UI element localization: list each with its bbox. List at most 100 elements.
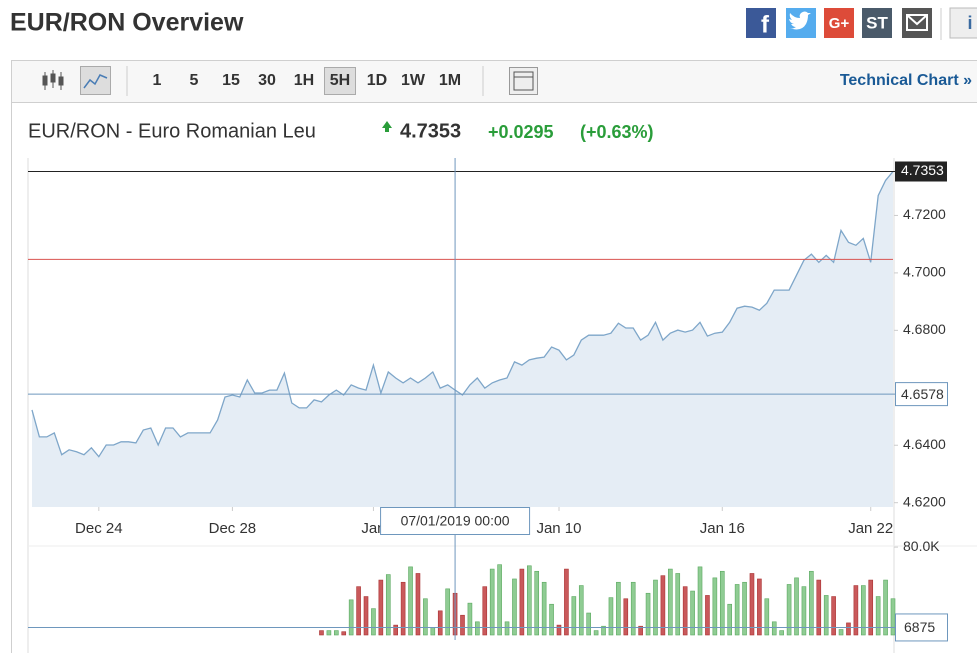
volume-bar	[586, 612, 591, 636]
interval-button[interactable]: 5	[190, 72, 199, 89]
price-area	[32, 171, 893, 507]
share-twitter[interactable]	[786, 8, 816, 38]
volume-bar	[623, 598, 629, 636]
line-button[interactable]	[80, 66, 111, 95]
volume-bar	[801, 586, 807, 636]
volume-bar	[727, 603, 733, 636]
volume-bar	[437, 610, 443, 636]
crosshair-volume-label: 6875	[904, 619, 935, 635]
volume-bar	[786, 584, 792, 636]
crosshair-x-label: 07/01/2019 00:00	[401, 513, 510, 529]
volume-bar	[475, 621, 480, 636]
volume-bar	[512, 578, 517, 636]
volume-bar	[779, 630, 784, 636]
volume-bar	[385, 574, 391, 636]
interval-button[interactable]: 15	[222, 72, 240, 89]
interval-button[interactable]: 1H	[294, 72, 314, 89]
volume-bar	[668, 568, 673, 636]
volume-bar	[831, 596, 836, 636]
volume-bar	[697, 566, 703, 636]
volume-bar	[467, 602, 473, 636]
volume-bar	[809, 570, 814, 636]
share-label: ST	[866, 13, 888, 32]
volume-bar	[348, 599, 354, 636]
layout-button[interactable]	[509, 67, 538, 95]
volume-bar	[608, 597, 614, 636]
volume-bar	[660, 575, 666, 636]
volume-bar	[408, 566, 413, 636]
volume-bar	[682, 586, 688, 636]
page-title: EUR/RON Overview	[10, 9, 244, 37]
volume-bar	[482, 586, 488, 636]
x-tick-label: Dec 28	[209, 520, 257, 537]
volume-bar	[534, 570, 540, 636]
interval-button[interactable]: 30	[258, 72, 276, 89]
volume-bar	[489, 568, 495, 636]
share-facebook[interactable]: f	[746, 8, 776, 38]
volume-bar	[363, 596, 369, 636]
candle-button[interactable]	[42, 70, 64, 90]
volume-bar	[838, 629, 844, 636]
volume-bar	[334, 630, 339, 636]
share-email[interactable]	[902, 8, 932, 38]
price-line	[31, 171, 894, 458]
share-stocktwits[interactable]: ST	[862, 8, 892, 38]
interval-button[interactable]: 1W	[401, 72, 426, 89]
volume-bar	[326, 630, 332, 636]
volume-bar	[890, 598, 896, 636]
last-price-label: 4.7353	[901, 162, 944, 178]
volume-bar	[853, 585, 859, 636]
volume-bar	[719, 570, 725, 636]
y-tick-label: 4.6200	[903, 493, 946, 509]
volume-bar	[415, 573, 421, 636]
y-tick-label: 4.7000	[903, 264, 946, 280]
volume-bar	[445, 588, 450, 636]
volume-bar	[630, 581, 636, 636]
volume-bar	[378, 579, 384, 636]
volume-bar	[564, 568, 569, 636]
volume-bar	[460, 614, 465, 636]
interval-button[interactable]: 1D	[367, 72, 387, 89]
volume-bar	[400, 581, 406, 636]
change-percent: (+0.63%)	[580, 122, 654, 142]
volume-bar	[883, 579, 888, 636]
x-tick-label: Jan 16	[700, 520, 745, 537]
crosshair-volume-box	[895, 613, 948, 642]
volume-bar	[556, 624, 562, 636]
crosshair-y-label: 4.6578	[901, 386, 944, 402]
volume-bar	[771, 621, 777, 636]
interval-button[interactable]: 1M	[439, 72, 461, 89]
info-button[interactable]: i	[949, 7, 977, 39]
volume-bar	[757, 578, 762, 636]
y-tick-label: 4.7200	[903, 206, 946, 222]
volume-bar	[764, 598, 770, 636]
volume-bar	[593, 630, 599, 636]
price: 4.7353	[400, 120, 461, 142]
volume-bar	[816, 579, 822, 636]
volume-bar	[519, 568, 525, 636]
volume-bar	[341, 631, 347, 636]
crosshair-y-box	[895, 382, 948, 407]
volume-bar	[430, 627, 436, 636]
volume-bar	[571, 596, 577, 636]
volume-bar	[497, 564, 502, 636]
volume-bar	[578, 585, 584, 636]
svg-text:i: i	[967, 13, 972, 33]
x-tick-label: Jan	[361, 520, 385, 537]
volume-bar	[705, 595, 710, 636]
crosshair-x-box	[380, 507, 531, 535]
x-tick-label: Jan 10	[536, 520, 581, 537]
volume-bar	[734, 584, 740, 636]
volume-bar	[868, 579, 874, 636]
technical-chart-link[interactable]: Technical Chart »	[840, 72, 972, 89]
share-label: G+	[829, 15, 850, 32]
volume-bar	[823, 595, 829, 636]
share-google[interactable]: G+	[824, 8, 854, 38]
interval-button[interactable]: 1	[153, 72, 162, 89]
volume-bar	[861, 585, 866, 636]
interval-button[interactable]: 5H	[330, 72, 350, 89]
volume-bar	[549, 603, 554, 636]
volume-bar	[541, 581, 547, 636]
volume-bar	[794, 577, 799, 636]
